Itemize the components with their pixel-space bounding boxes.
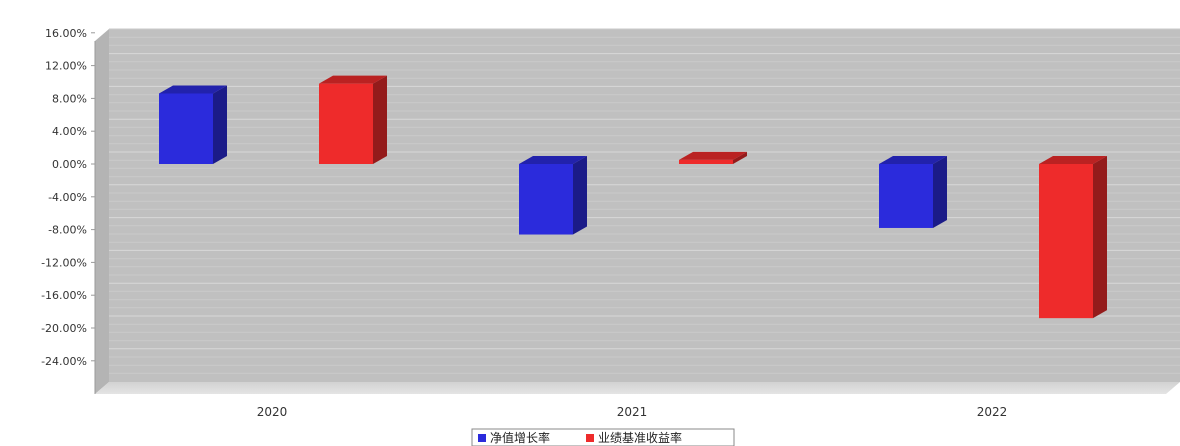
y-tick-label: 8.00% [52, 92, 87, 105]
gridlines [109, 28, 1180, 374]
plot-area [109, 29, 1180, 382]
x-axis-labels: 2020 2021 2022 [257, 405, 1008, 419]
legend-box [471, 428, 735, 446]
x-tick-label: 2021 [617, 405, 648, 419]
y-tick-label: 12.00% [45, 60, 87, 73]
y-tick-label: 4.00% [52, 125, 87, 138]
bar-2020-benchmark [319, 75, 387, 164]
x-tick-label: 2022 [977, 405, 1008, 419]
bar-2021-benchmark [679, 151, 747, 164]
bars [159, 75, 1107, 319]
bar-2022-nav-growth [879, 156, 947, 228]
legend-swatch [586, 434, 594, 442]
y-tick-label: 16.00% [45, 27, 87, 40]
x-tick-label: 2020 [257, 405, 288, 419]
y-tick-label: -20.00% [41, 322, 87, 335]
plot-floor [95, 382, 1180, 394]
bar-2020-nav-growth [159, 85, 227, 164]
legend-label: 业绩基准收益率 [598, 430, 682, 445]
y-tick-label: 0.00% [52, 158, 87, 171]
bar-2021-nav-growth [519, 156, 587, 235]
legend: 净值增长率 业绩基准收益率 [471, 428, 735, 446]
y-tick-label: -8.00% [48, 224, 87, 237]
bar-2022-benchmark [1039, 156, 1107, 319]
legend-swatch [478, 434, 486, 442]
y-tick-label: -4.00% [48, 191, 87, 204]
plot-left-wall [95, 29, 109, 394]
y-tick-label: -16.00% [41, 289, 87, 302]
y-tick-label: -24.00% [41, 355, 87, 368]
legend-label: 净值增长率 [490, 430, 550, 445]
y-axis-ticks: 16.00% 12.00% 8.00% 4.00% 0.00% -4.00% -8.00% -… [41, 27, 95, 368]
y-tick-label: -12.00% [41, 256, 87, 269]
